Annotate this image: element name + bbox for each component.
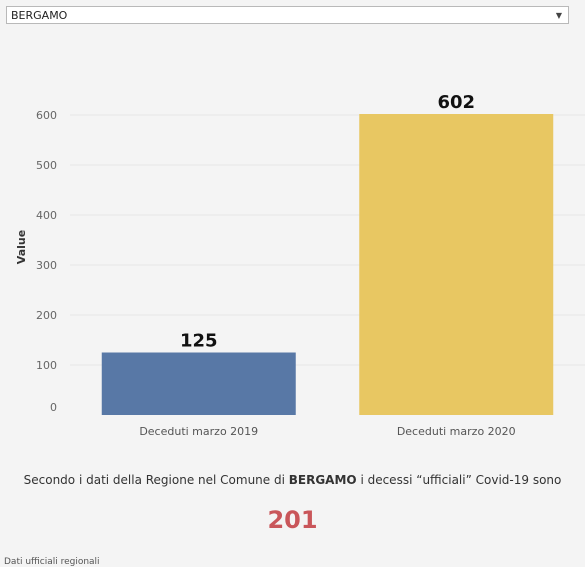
city-dropdown[interactable]: BERGAMO ▼ — [6, 6, 569, 24]
summary-city: BERGAMO — [288, 473, 357, 487]
covid-deaths-count: 201 — [267, 506, 318, 534]
x-tick-label: Deceduti marzo 2020 — [397, 425, 516, 438]
chart-bars: 125 602 — [101, 92, 554, 415]
dropdown-arrow-icon: ▼ — [555, 10, 562, 20]
y-tick-label: 600 — [36, 109, 57, 122]
y-tick-label: 300 — [36, 259, 57, 272]
y-axis-title: Value — [15, 230, 28, 264]
bar-chart: 0 100 200 300 400 500 600 Value Deceduti marzo 2… — [15, 92, 585, 438]
data-label: 602 — [437, 92, 475, 113]
bar-1 — [101, 352, 296, 415]
city-dropdown-value: BERGAMO — [11, 8, 68, 22]
footer-note: Dati ufficiali regionali — [4, 557, 100, 567]
bar-2 — [359, 114, 554, 415]
summary-sentence: Secondo i dati della Regione nel Comune … — [0, 473, 585, 487]
summary-prefix: Secondo i dati della Regione nel Comune … — [23, 473, 289, 487]
y-tick-label: 400 — [36, 209, 57, 222]
x-tick-label: Deceduti marzo 2019 — [139, 425, 258, 438]
summary-suffix: i decessi “ufficiali” Covid-19 sono — [356, 473, 562, 487]
data-label: 125 — [180, 331, 218, 352]
y-tick-label: 500 — [36, 159, 57, 172]
y-tick-label: 100 — [36, 359, 57, 372]
y-tick-label: 0 — [50, 401, 57, 414]
y-tick-label: 200 — [36, 309, 57, 322]
y-axis: 0 100 200 300 400 500 600 Value Deceduti marzo 2… — [15, 109, 516, 438]
